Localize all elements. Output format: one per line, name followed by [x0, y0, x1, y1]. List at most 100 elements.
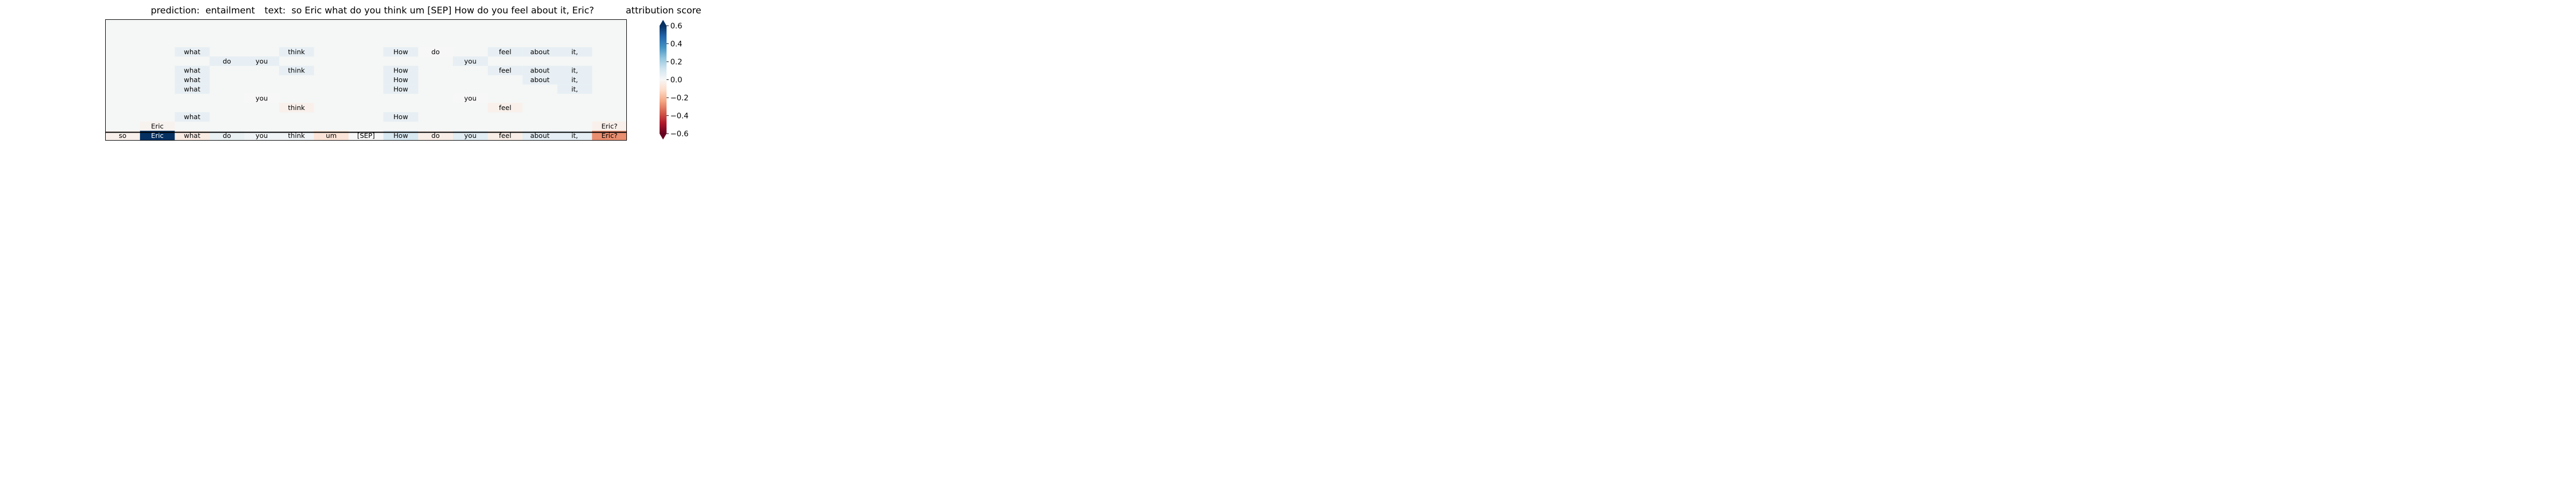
token-7-13-label: it,	[572, 85, 578, 93]
token-3-13-cell	[557, 47, 592, 57]
colorbar-tick-label-1: −0.4	[670, 112, 689, 121]
bottom-token-6-cell	[313, 130, 349, 141]
token-7-2-label: what	[184, 85, 201, 93]
token-3-2-cell	[174, 47, 210, 57]
bottom-token-14-label: Eric?	[602, 131, 618, 140]
token-11-14-cell	[592, 121, 627, 131]
colorbar-extend-min	[660, 134, 667, 140]
bottom-token-7-cell	[348, 130, 384, 141]
token-5-11-label: feel	[499, 67, 511, 75]
token-5-2-label: what	[184, 67, 201, 75]
colorbar-title: attribution score	[626, 5, 701, 16]
token-5-2-cell	[174, 65, 210, 76]
colorbar: −0.6 −0.4 −0.2 0.0 0.2 0.4 0.6	[660, 20, 689, 140]
token-7-8-cell	[383, 84, 419, 94]
token-3-13-label: it,	[572, 48, 578, 56]
token-6-12-cell	[522, 75, 558, 85]
token-8-10-label: you	[464, 94, 477, 103]
colorbar-tick-label-5: 0.4	[670, 40, 682, 49]
token-5-12-label: about	[530, 67, 550, 75]
token-5-11-cell	[487, 65, 523, 76]
bottom-token-14-cell	[592, 130, 627, 141]
bottom-token-8-cell	[383, 130, 419, 141]
colorbar-gradient	[660, 26, 667, 134]
colorbar-tick-label-4: 0.2	[670, 58, 682, 67]
bottom-token-11-label: feel	[499, 131, 511, 140]
bottom-token-3-cell	[209, 130, 245, 141]
colorbar-tick-label-3: 0.0	[670, 76, 682, 85]
token-3-8-cell	[383, 47, 419, 57]
prediction-label: prediction: entailment	[151, 5, 255, 16]
token-10-8-cell	[383, 112, 419, 122]
token-3-12-cell	[522, 47, 558, 57]
token-3-5-cell	[279, 47, 314, 57]
token-4-10-label: you	[464, 57, 477, 65]
token-3-9-label: do	[431, 48, 440, 56]
token-6-13-label: it,	[572, 76, 578, 84]
token-3-12-label: about	[530, 48, 550, 56]
attribution-heatmap-chart: what think How do feel about it, do you you what th…	[105, 19, 689, 141]
bottom-token-9-cell	[418, 130, 453, 141]
token-4-3-cell	[209, 56, 245, 66]
token-4-4-cell	[244, 56, 280, 66]
colorbar-tick-label-0: −0.6	[670, 130, 689, 138]
token-8-4-cell	[244, 93, 280, 104]
bottom-token-7-label: [SEP]	[357, 131, 375, 140]
token-10-8-label: How	[393, 113, 408, 121]
token-8-4-label: you	[255, 94, 268, 103]
token-3-8-label: How	[393, 48, 408, 56]
bottom-token-5-cell	[279, 130, 314, 141]
bottom-token-4-label: you	[255, 131, 268, 140]
token-3-2-label: what	[184, 48, 201, 56]
colorbar-extend-max	[660, 20, 667, 26]
heatmap-cells: what think How do feel about it, do you you what th…	[105, 47, 627, 141]
colorbar-tick-label-2: −0.2	[670, 94, 689, 103]
token-7-13-cell	[557, 84, 592, 94]
bottom-token-2-cell	[174, 130, 210, 141]
colorbar-tick-label-6: 0.6	[670, 22, 682, 31]
bottom-token-13-cell	[557, 130, 592, 141]
token-4-3-label: do	[223, 57, 231, 65]
token-6-2-label: what	[184, 76, 201, 84]
token-4-4-label: you	[255, 57, 268, 65]
token-9-11-cell	[487, 103, 523, 113]
token-10-2-cell	[174, 112, 210, 122]
token-5-5-label: think	[288, 67, 305, 75]
token-6-13-cell	[557, 75, 592, 85]
bottom-token-5-label: think	[288, 131, 305, 140]
token-6-12-label: about	[530, 76, 550, 84]
token-11-14-label: Eric?	[602, 122, 618, 130]
bottom-token-1-cell	[140, 130, 175, 141]
token-11-1-cell	[140, 121, 175, 131]
token-9-5-cell	[279, 103, 314, 113]
token-10-2-label: what	[184, 113, 201, 121]
bottom-token-6-label: um	[326, 131, 336, 140]
bottom-token-9-label: do	[431, 131, 440, 140]
bottom-token-2-label: what	[184, 131, 201, 140]
token-5-13-label: it,	[572, 67, 578, 75]
token-6-8-label: How	[393, 76, 408, 84]
token-7-2-cell	[174, 84, 210, 94]
token-6-8-cell	[383, 75, 419, 85]
bottom-token-10-label: you	[464, 131, 477, 140]
token-5-13-cell	[557, 65, 592, 76]
token-5-8-label: How	[393, 67, 408, 75]
token-3-11-label: feel	[499, 48, 511, 56]
bottom-token-0-label: so	[119, 131, 126, 140]
token-3-11-cell	[487, 47, 523, 57]
bottom-token-11-cell	[487, 130, 523, 141]
token-8-10-cell	[453, 93, 488, 104]
token-5-5-cell	[279, 65, 314, 76]
token-9-11-label: feel	[499, 104, 511, 112]
bottom-token-8-label: How	[393, 131, 408, 140]
token-9-5-label: think	[288, 104, 305, 112]
bottom-token-12-cell	[522, 130, 558, 141]
input-text-label: text: so Eric what do you think um [SEP]…	[265, 5, 594, 16]
bottom-token-12-label: about	[530, 131, 550, 140]
token-7-8-label: How	[393, 85, 408, 93]
token-3-5-label: think	[288, 48, 305, 56]
plot-frame	[105, 19, 627, 141]
token-3-9-cell	[418, 47, 453, 57]
bottom-token-3-label: do	[223, 131, 231, 140]
token-6-2-cell	[174, 75, 210, 85]
